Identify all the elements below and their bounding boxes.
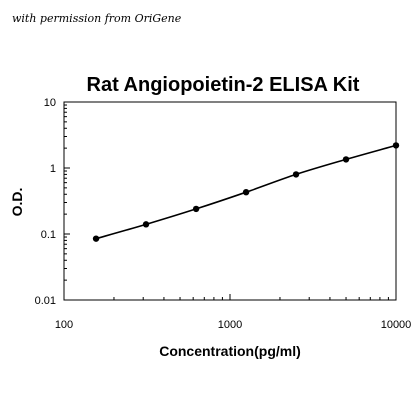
data-point [142,221,150,228]
x-tick-label: 10000 [381,319,412,331]
data-point [92,235,100,242]
series-layer [92,142,400,242]
x-axis-label: Concentration(pg/ml) [159,343,301,359]
data-point [342,156,350,163]
chart-title: Rat Angiopoietin-2 ELISA Kit [87,74,360,96]
data-point [292,171,300,178]
y-tick-label: 10 [44,97,56,109]
y-axis-ticks: 0.01 0.1 1 10 [35,97,70,307]
x-axis-ticks: 100 1000 10000 [55,294,411,331]
x-tick-label: 100 [55,319,73,331]
data-point [392,142,400,149]
y-tick-label: 0.1 [41,229,56,241]
data-point [192,205,200,213]
y-tick-label: 1 [50,163,56,175]
y-axis-label: O.D. [9,188,25,217]
x-tick-label: 1000 [218,319,242,331]
y-tick-label: 0.01 [35,295,56,307]
plot-area-frame [63,101,397,301]
credit-note: with permission from OriGene [12,12,182,25]
data-point [242,188,250,196]
